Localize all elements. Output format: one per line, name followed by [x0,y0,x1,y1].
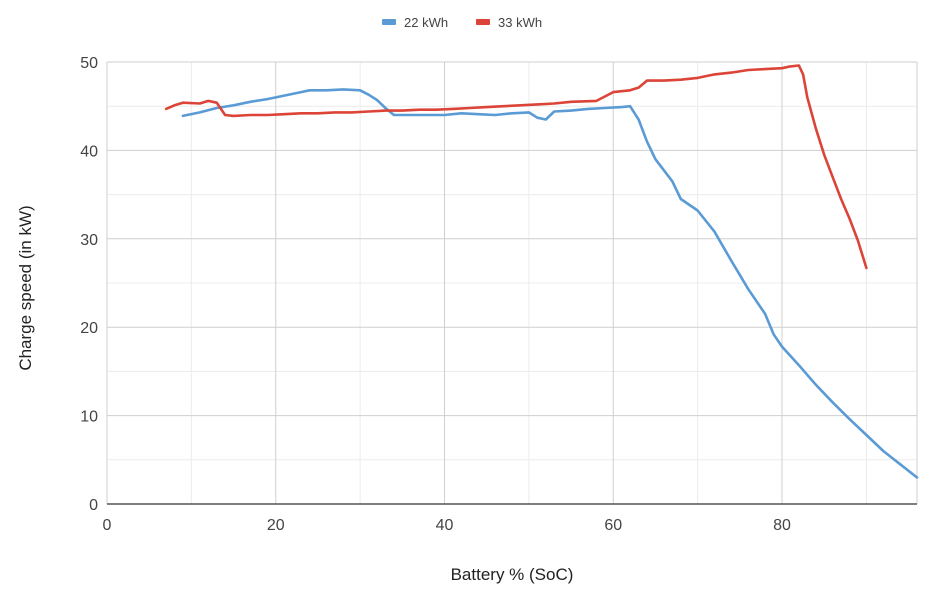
x-tick-label: 0 [103,517,112,534]
y-tick-label: 50 [80,55,98,72]
x-tick-label: 80 [773,517,791,534]
tick-labels: 0 10 20 30 40 50 0 20 40 60 80 [80,55,791,534]
y-tick-label: 40 [80,143,98,160]
y-tick-label: 30 [80,232,98,249]
y-tick-label: 20 [80,320,98,337]
legend-label-33kwh: 33 kWh [498,15,542,30]
legend-swatch-22kwh [382,19,396,25]
gridlines [106,61,918,504]
x-axis-title: Battery % (SoC) [451,565,574,584]
series-line-33-kwh [164,64,868,270]
legend-swatch-33kwh [476,19,490,25]
y-tick-label: 10 [80,409,98,426]
x-tick-label: 40 [436,517,454,534]
x-tick-label: 20 [267,517,285,534]
y-axis-title: Charge speed (in kW) [16,205,35,370]
series-line-22-kwh [181,88,919,479]
x-tick-label: 60 [604,517,622,534]
series-lines [164,64,919,479]
y-tick-label: 0 [89,497,98,514]
legend-label-22kwh: 22 kWh [404,15,448,30]
legend: 22 kWh 33 kWh [382,15,542,30]
